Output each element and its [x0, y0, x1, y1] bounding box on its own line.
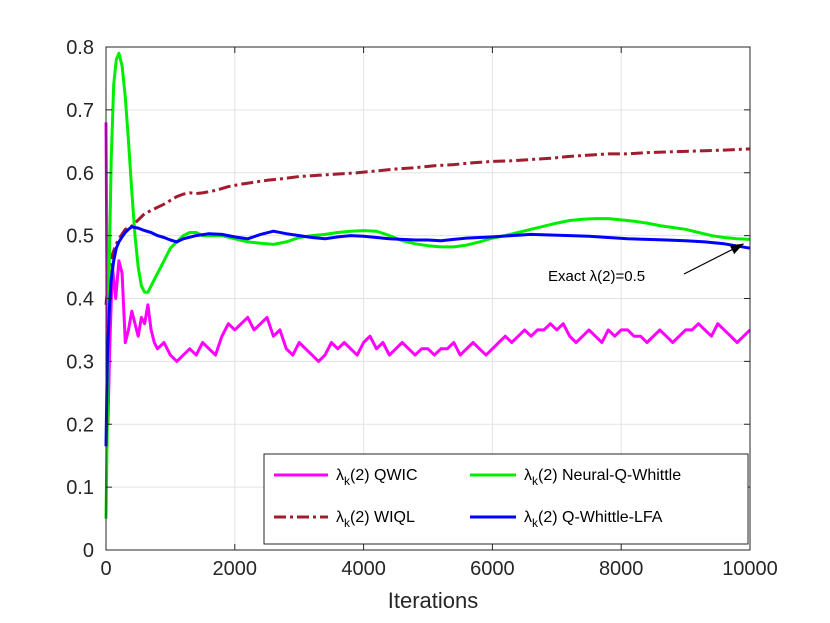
- legend-label-qwic: λk(2) QWIC: [336, 467, 418, 488]
- x-axis-title: Iterations: [388, 588, 479, 613]
- series-layer: [104, 51, 752, 519]
- ticks: [105, 46, 751, 551]
- x-tick-label: 2000: [213, 558, 258, 580]
- x-tick-label: 4000: [341, 558, 386, 580]
- x-tick-label: 10000: [722, 558, 778, 580]
- x-tick-label: 8000: [599, 558, 644, 580]
- y-tick-label: 0.4: [66, 289, 94, 311]
- annotation-text: Exact λ(2)=0.5: [548, 268, 645, 285]
- y-tick-label: 0.8: [66, 37, 94, 59]
- series-line-wiql: [104, 147, 751, 305]
- y-tick-label: 0.5: [66, 226, 94, 248]
- y-tick-label: 0.7: [66, 100, 94, 122]
- annotation-arrow-head: [729, 243, 744, 255]
- legend-entries: λk(2) QWIC λk(2) Neural-Q-Whittle λk(2) WI…: [274, 467, 681, 530]
- tick-labels: 0 2000 4000 6000 8000 10000 0 0.1 0.2 0.3 0.4 0.5 0.…: [66, 37, 778, 580]
- legend: λk(2) QWIC λk(2) Neural-Q-Whittle λk(2) WI…: [263, 453, 749, 545]
- y-tick-label: 0.6: [66, 163, 94, 185]
- annotation: Exact λ(2)=0.5: [548, 243, 744, 285]
- x-tick-label: 0: [100, 558, 111, 580]
- legend-label-q-whittle-lfa: λk(2) Q-Whittle-LFA: [524, 509, 663, 530]
- series-line-qwic: [104, 122, 752, 426]
- y-tick-label: 0.3: [66, 351, 94, 373]
- y-tick-label: 0.2: [66, 414, 94, 436]
- legend-label-wiql: λk(2) WIQL: [336, 509, 415, 530]
- x-tick-label: 6000: [470, 558, 515, 580]
- series-line-q-whittle-lfa: [104, 225, 751, 447]
- legend-box: [263, 453, 749, 545]
- y-tick-label: 0.1: [66, 477, 94, 499]
- legend-label-neural-q-whittle: λk(2) Neural-Q-Whittle: [524, 467, 681, 488]
- series-line-neural-q-whittle: [104, 51, 751, 519]
- y-tick-label: 0: [83, 540, 94, 562]
